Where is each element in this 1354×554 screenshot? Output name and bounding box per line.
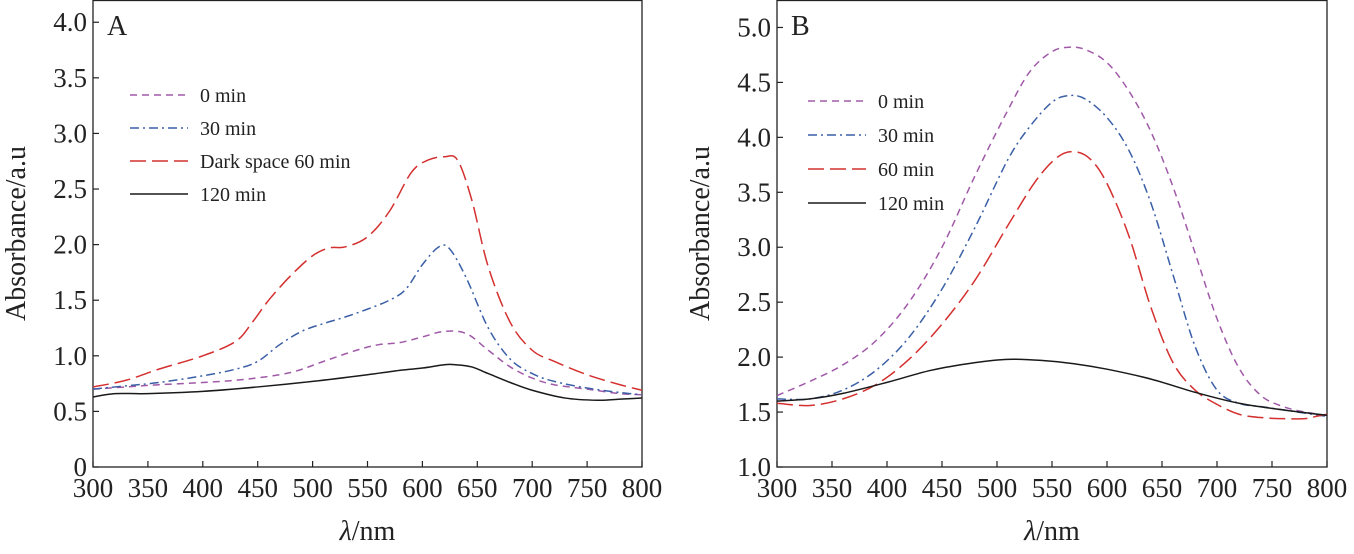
x-axis-title: λ/nm [339,516,396,547]
panel-b: 300 350 400 450 500 550 600 650 700 750 800 1.0 1.5 2… [685,0,1348,547]
x-tick-label: 350 [128,473,169,503]
y-tick-label: 1.5 [737,397,771,427]
x-tick-label: 750 [1252,473,1293,503]
x-tick-label: 800 [1307,473,1348,503]
series-line-2 [777,94,1327,418]
panel-label: A [107,11,128,42]
legend: 0 min 30 min 60 min 120 min [808,91,944,215]
legend-label: 120 min [878,193,944,215]
y-tick-label: 3.0 [737,232,771,262]
series-group [777,46,1327,420]
legend-label: 30 min [200,118,256,140]
x-tick-label: 450 [922,473,963,503]
series-line-1 [93,330,642,396]
x-tick-label: 500 [292,473,333,503]
legend: 0 min 30 min Dark space 60 min 120 min [130,85,351,206]
x-tick-label: 400 [867,473,908,503]
y-tick-label: 2.5 [737,287,771,317]
series-line-2 [93,244,642,396]
y-tick-label: 3.0 [53,118,87,148]
y-tick-label: 4.0 [737,122,771,152]
x-tick-label: 650 [457,473,498,503]
y-tick-label: 5.0 [737,12,771,42]
y-tick-label: 4.0 [53,7,87,37]
panel-label: B [791,11,810,42]
legend-label: 60 min [878,159,934,181]
series-line-1 [777,46,1327,417]
panel-a: 300 350 400 450 500 550 600 650 700 750 800 0 0.5 1.0… [1,0,663,547]
y-tick-label: 2.0 [53,230,87,260]
series-line-4 [777,358,1327,417]
y-axis-title: Absorbance/a.u [685,146,716,321]
x-tick-label: 700 [512,473,553,503]
x-tick-label: 300 [757,473,798,503]
x-tick-label: 450 [237,473,278,503]
y-tick-label: 4.5 [737,67,771,97]
legend-label: 120 min [200,184,266,206]
y-axis-title: Absorbance/a.u [1,146,32,321]
x-tick-label: 350 [812,473,853,503]
y-tick-label: 3.5 [53,63,87,93]
y-tick-label: 0 [74,452,88,482]
x-tick-label: 650 [1142,473,1183,503]
legend-label: 0 min [200,85,246,107]
series-line-3 [93,154,642,392]
x-tick-label: 800 [622,473,663,503]
x-tick-label: 300 [73,473,114,503]
legend-label: 30 min [878,125,934,147]
x-tick-label: 550 [1032,473,1073,503]
x-tick-label: 700 [1197,473,1238,503]
y-tick-label: 3.5 [737,177,771,207]
x-tick-label: 750 [567,473,608,503]
x-tick-label: 500 [977,473,1018,503]
legend-label: Dark space 60 min [200,151,351,173]
plot-frame [776,0,1328,468]
x-axis-title: λ/nm [1023,516,1080,547]
y-tick-label: 1.0 [53,341,87,371]
y-tick-label: 1.5 [53,285,87,315]
x-tick-label: 550 [347,473,388,503]
y-tick-label: 2.0 [737,342,771,372]
y-tick-label: 1.0 [737,452,771,482]
x-tick-label: 600 [402,473,443,503]
legend-label: 0 min [878,91,924,113]
series-line-3 [777,150,1327,420]
x-tick-label: 600 [1087,473,1128,503]
series-line-4 [93,363,642,402]
y-tick-label: 0.5 [53,396,87,426]
series-group [93,154,642,402]
x-tick-label: 400 [183,473,224,503]
y-tick-label: 2.5 [53,174,87,204]
